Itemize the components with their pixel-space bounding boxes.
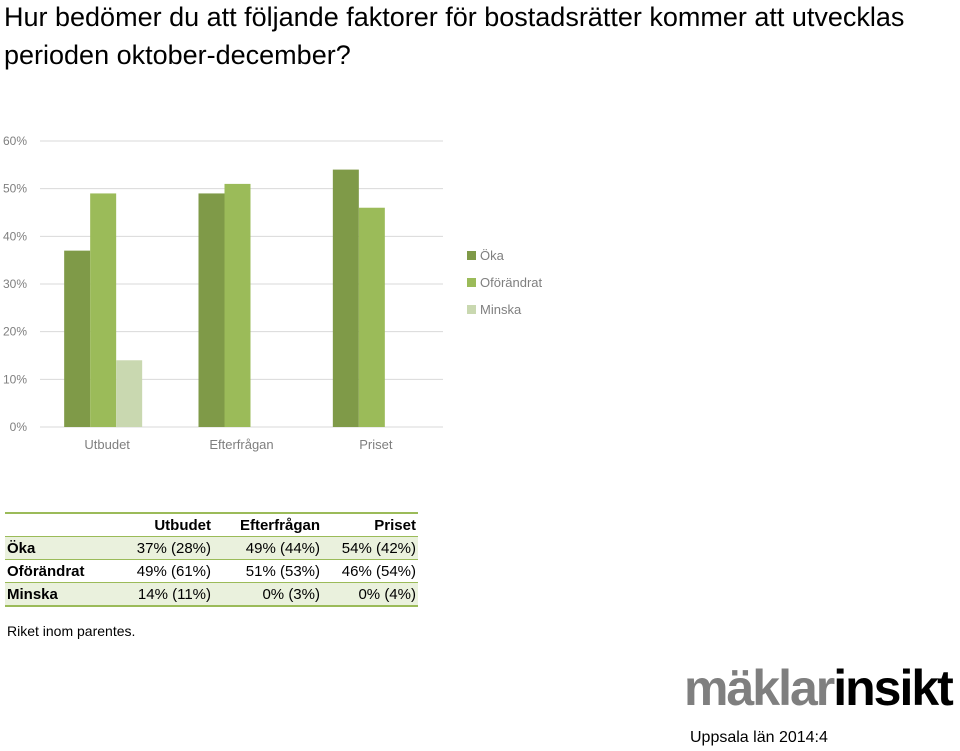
row-label: Öka: [7, 539, 36, 557]
chart-title: Hur bedömer du att följande faktorer för…: [4, 2, 905, 70]
bar-öka-priset: [332, 169, 359, 427]
y-axis-ticks: 0% 10% 20% 30% 40% 50% 60%: [3, 134, 27, 434]
legend-swatch: [467, 305, 476, 314]
bars: [64, 169, 385, 427]
y-tick-label: 30%: [3, 277, 27, 291]
table-header-utbudet: Utbudet: [154, 516, 211, 534]
data-table: Utbudet Efterfrågan Priset Öka 37% (28%)…: [5, 512, 418, 607]
footnote: Riket inom parentes.: [7, 623, 136, 639]
logo-part-2: insikt: [833, 660, 954, 716]
x-category-label: Efterfrågan: [209, 437, 273, 452]
table-header-row: Utbudet Efterfrågan Priset: [5, 513, 418, 537]
table-row: Minska 14% (11%) 0% (3%) 0% (4%): [5, 582, 418, 606]
bar-oförändrat-efterfrågan: [224, 183, 251, 427]
table-cell: 0% (3%): [262, 585, 320, 603]
y-tick-label: 10%: [3, 372, 27, 386]
table-header-priset: Priset: [374, 516, 416, 534]
logo-part-1: mäklar: [684, 660, 835, 716]
legend-swatch: [467, 251, 476, 260]
y-tick-label: 0%: [10, 420, 28, 434]
legend-label: Oförändrat: [480, 275, 543, 290]
table-cell: 0% (4%): [358, 585, 416, 603]
bar-chart: 0% 10% 20% 30% 40% 50% 60% Utbudet Efterfrågan P…: [3, 134, 543, 452]
bar-oförändrat-utbudet: [90, 193, 117, 427]
table-cell: 49% (61%): [136, 562, 211, 580]
maklarinsikt-logo: mäklarinsikt: [684, 660, 956, 716]
x-axis-categories: Utbudet Efterfrågan Priset: [84, 437, 392, 452]
bar-öka-efterfrågan: [198, 193, 225, 427]
table-row: Oförändrat 49% (61%) 51% (53%) 46% (54%): [5, 559, 418, 583]
row-label: Minska: [7, 585, 58, 603]
legend-label: Öka: [480, 248, 505, 263]
x-category-label: Utbudet: [84, 437, 130, 452]
row-label: Oförändrat: [7, 562, 85, 580]
period-label: Uppsala län 2014:4: [690, 729, 828, 746]
table-cell: 54% (42%): [341, 539, 416, 557]
y-tick-label: 60%: [3, 134, 27, 148]
y-tick-label: 50%: [3, 182, 27, 196]
bar-öka-utbudet: [64, 250, 91, 427]
svg-text:mäklarinsikt: mäklarinsikt: [684, 660, 954, 716]
y-tick-label: 40%: [3, 229, 27, 243]
table-cell: 51% (53%): [245, 562, 320, 580]
table-cell: 46% (54%): [341, 562, 416, 580]
table-cell: 37% (28%): [136, 539, 211, 557]
x-category-label: Priset: [359, 437, 393, 452]
table-cell: 49% (44%): [245, 539, 320, 557]
table-cell: 14% (11%): [137, 585, 211, 603]
table-header-corner: [5, 513, 119, 537]
y-tick-label: 20%: [3, 325, 27, 339]
legend: Öka Oförändrat Minska: [467, 248, 543, 317]
table-row: Öka 37% (28%) 49% (44%) 54% (42%): [5, 536, 418, 560]
bar-minska-utbudet: [116, 360, 143, 427]
bar-oförändrat-priset: [358, 207, 385, 427]
table-header-efterfragan: Efterfrågan: [239, 516, 320, 534]
legend-label: Minska: [480, 302, 522, 317]
legend-swatch: [467, 278, 476, 287]
